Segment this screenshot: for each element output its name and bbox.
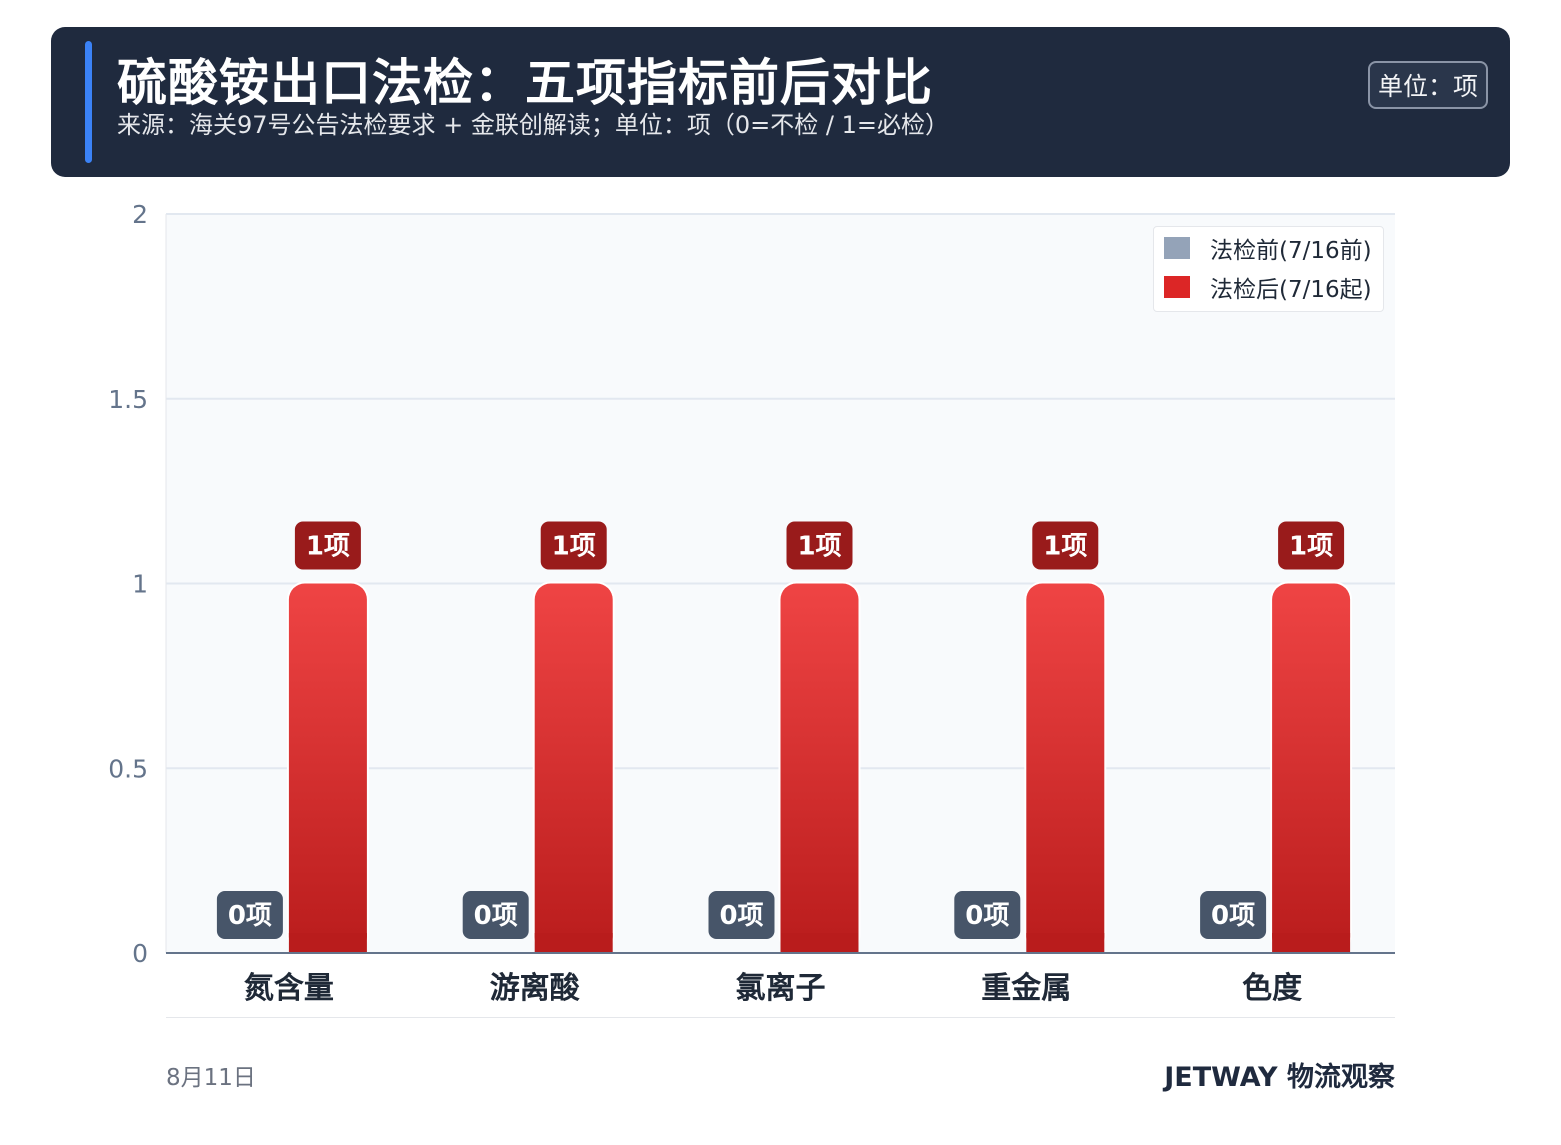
legend-item-after: 法检后(7/16起) — [1164, 272, 1372, 303]
value-label-before: 0项 — [1211, 901, 1255, 931]
value-label-bg-after — [1032, 521, 1099, 570]
unit-badge: 单位：项 — [1367, 61, 1488, 109]
bar-after-base — [1026, 933, 1105, 953]
value-label-after: 1项 — [306, 532, 350, 562]
value-label-before: 0项 — [965, 901, 1009, 931]
value-label-after: 1项 — [1043, 532, 1087, 562]
y-tick-label: 1 — [132, 570, 148, 599]
value-label-after: 1项 — [797, 532, 841, 562]
value-label-bg-before — [1200, 891, 1267, 939]
legend-item-before: 法检前(7/16前) — [1164, 233, 1372, 264]
y-tick-label: 0.5 — [108, 754, 148, 783]
value-label-bg-after — [294, 521, 361, 570]
value-label-bg-after — [540, 521, 607, 570]
x-tick-label: 色度 — [1242, 971, 1302, 1006]
footer-divider — [166, 1017, 1395, 1018]
y-tick-label: 0 — [132, 939, 148, 968]
value-label-bg-after — [786, 521, 853, 570]
bar-after — [534, 583, 613, 953]
bar-after — [1026, 583, 1105, 953]
x-tick-label: 重金属 — [981, 971, 1071, 1006]
value-label-bg-before — [216, 891, 283, 939]
legend-swatch-before — [1164, 237, 1190, 259]
value-label-bg-before — [708, 891, 775, 939]
bar-after-base — [780, 933, 859, 953]
bar-after-base — [288, 933, 367, 953]
legend-label-before: 法检前(7/16前) — [1210, 238, 1372, 264]
footer-brand: JETWAY 物流观察 — [1164, 1062, 1395, 1093]
chart-legend: 法检前(7/16前) 法检后(7/16起) — [1153, 226, 1384, 312]
y-tick-label: 1.5 — [108, 385, 148, 414]
x-tick-label: 氮含量 — [244, 971, 334, 1006]
bar-after-base — [1272, 933, 1351, 953]
footer-date: 8月11日 — [166, 1065, 256, 1091]
header-banner: 硫酸铵出口法检：五项指标前后对比 来源：海关97号公告法检要求 + 金联创解读；… — [51, 27, 1510, 177]
value-label-after: 1项 — [552, 532, 596, 562]
accent-bar — [85, 41, 92, 163]
value-label-before: 0项 — [228, 901, 272, 931]
value-label-before: 0项 — [474, 901, 518, 931]
y-tick-label: 2 — [132, 200, 148, 229]
value-label-after: 1项 — [1289, 532, 1333, 562]
x-tick-label: 氯离子 — [736, 971, 826, 1006]
x-tick-label: 游离酸 — [490, 971, 581, 1006]
value-label-bg-after — [1278, 521, 1345, 570]
bar-after — [780, 583, 859, 953]
value-label-bg-before — [462, 891, 529, 939]
page-title: 硫酸铵出口法检：五项指标前后对比 — [117, 54, 933, 112]
bar-after — [1272, 583, 1351, 953]
bar-after — [288, 583, 367, 953]
value-label-bg-before — [954, 891, 1021, 939]
value-label-before: 0项 — [719, 901, 763, 931]
legend-swatch-after — [1164, 276, 1190, 298]
page-subtitle: 来源：海关97号公告法检要求 + 金联创解读；单位：项（0=不检 / 1=必检） — [117, 111, 950, 139]
bar-after-base — [534, 933, 613, 953]
legend-label-after: 法检后(7/16起) — [1210, 277, 1372, 303]
